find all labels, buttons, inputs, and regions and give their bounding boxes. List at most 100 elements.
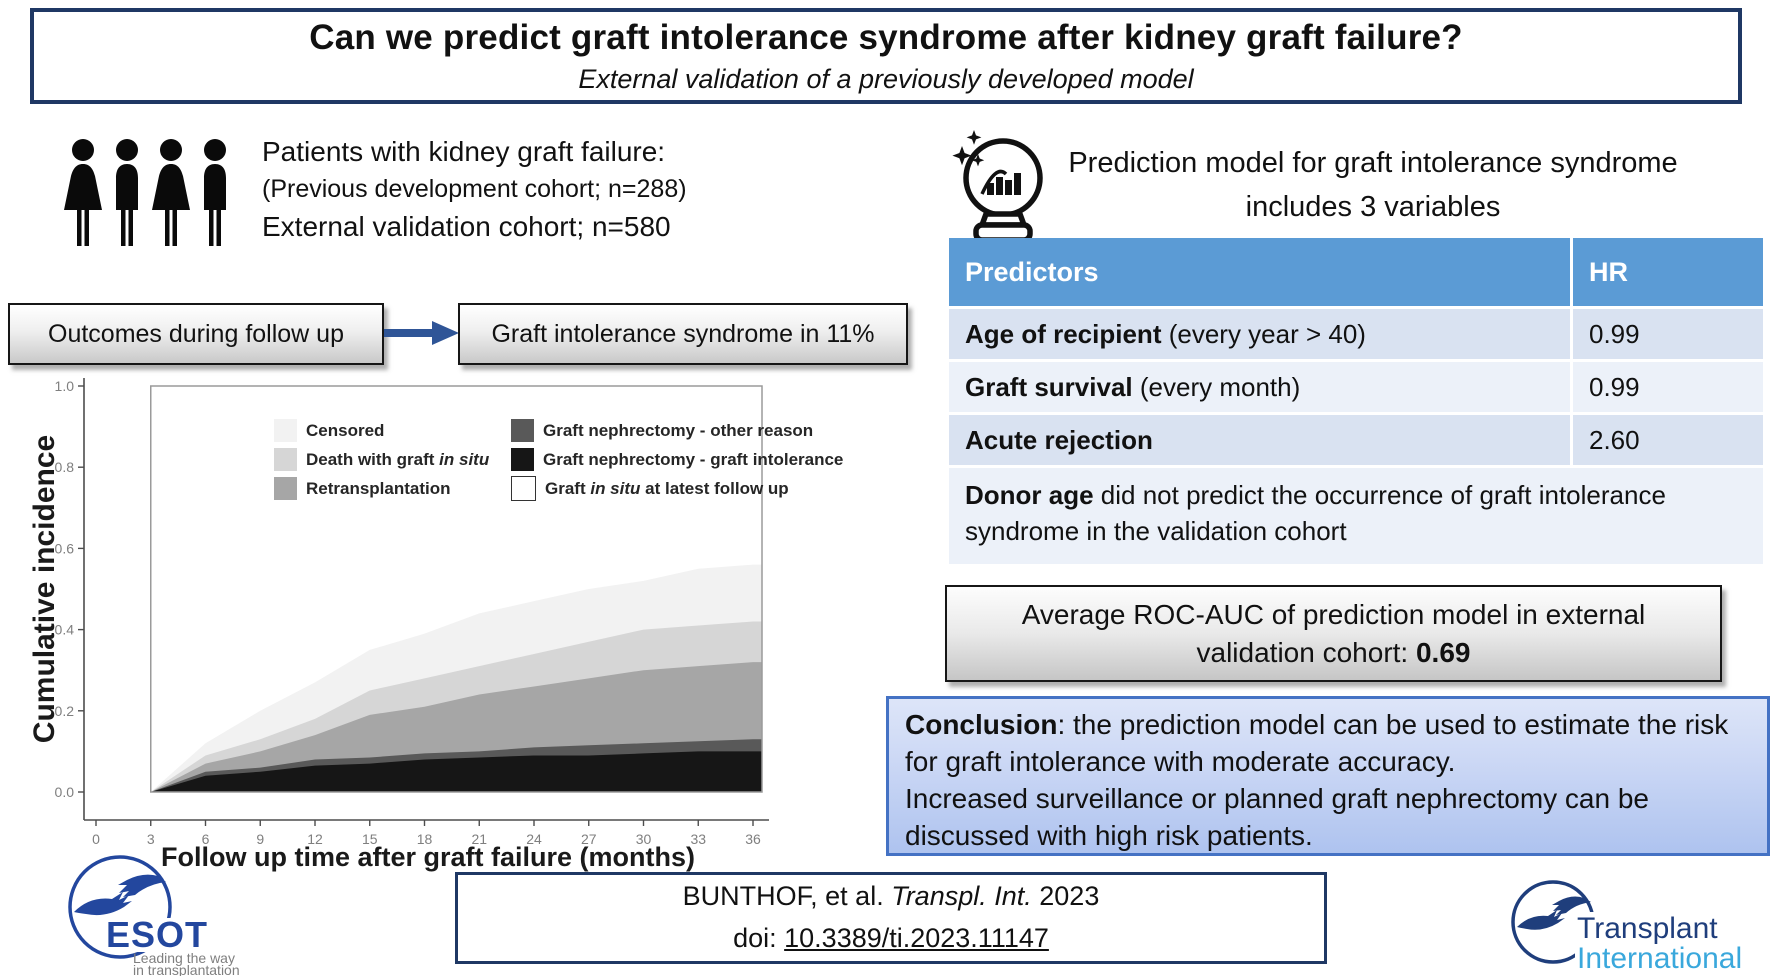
hr-value: 0.99 — [1589, 371, 1640, 402]
predictor-name: Graft survival — [965, 371, 1133, 402]
table-cell-hr: 0.99 — [1573, 309, 1763, 359]
page-subtitle: External validation of a previously deve… — [578, 63, 1194, 94]
roc-auc-value: 0.69 — [1415, 636, 1471, 668]
chart-canvas: Cumulative incidence Follow up time afte… — [28, 378, 769, 872]
citation-line: BUNTHOF, et al. Transpl. Int. 2023 — [683, 876, 1100, 918]
esot-logo: ESOT Leading the way in transplantation — [68, 855, 240, 976]
table-header-hr-label: HR — [1589, 256, 1628, 287]
legend-label: Death with graft in situ — [306, 449, 490, 469]
table-header-hr: HR — [1573, 238, 1763, 306]
flow-box-result-label: Graft intolerance syndrome in 11% — [491, 319, 875, 348]
doi-label: doi: — [733, 923, 785, 953]
flow-box-outcomes: Outcomes during follow up — [8, 303, 384, 365]
page-title: Can we predict graft intolerance syndrom… — [309, 17, 1463, 57]
person-male-icon — [116, 139, 138, 246]
conclusion-box: Conclusion: the prediction model can be … — [886, 696, 1770, 856]
predictor-detail: (every month) — [1132, 371, 1301, 402]
arrow-right-icon — [384, 321, 459, 345]
y-tick-label: 0.2 — [55, 703, 75, 719]
flow-box-outcomes-label: Outcomes during follow up — [48, 319, 344, 348]
conclusion-paragraph-1: Conclusion: the prediction model can be … — [905, 707, 1751, 781]
transplant-international-logo: Transplant International — [1511, 880, 1765, 974]
x-axis-label: Follow up time after graft failure (mont… — [161, 842, 695, 872]
legend-item: Death with graft in situ — [274, 445, 511, 474]
y-axis-label: Cumulative incidence — [28, 435, 61, 743]
legend-item: Retransplantation — [274, 474, 511, 503]
legend-swatch — [511, 476, 536, 501]
x-tick-label: 30 — [636, 831, 652, 847]
legend-item: Censored — [274, 416, 511, 445]
hands-icon — [74, 874, 166, 916]
x-tick-label: 9 — [256, 831, 264, 847]
x-tick-label: 24 — [526, 831, 542, 847]
prediction-heading: Prediction model for graft intolerance s… — [1068, 147, 1678, 223]
legend-label: Graft in situ at latest follow up — [545, 478, 789, 498]
legend-swatch — [511, 448, 534, 471]
x-tick-label: 12 — [307, 831, 323, 847]
table-row: Graft survival (every month) — [949, 362, 1570, 412]
roc-auc-box: Average ROC-AUC of prediction model in e… — [945, 585, 1722, 682]
citation-journal: Transpl. Int. — [891, 881, 1032, 912]
x-tick-label: 18 — [417, 831, 433, 847]
table-note-text: did not predict the occurrence of graft … — [965, 480, 1666, 546]
x-tick-label: 0 — [92, 831, 100, 847]
legend-label: Censored — [306, 420, 385, 440]
cumulative-incidence-chart: Cumulative incidence Follow up time afte… — [28, 372, 843, 872]
x-tick-label: 6 — [202, 831, 210, 847]
people-icon — [64, 139, 226, 246]
x-tick-label: 27 — [581, 831, 597, 847]
title-box: Can we predict graft intolerance syndrom… — [30, 8, 1742, 104]
table-row: Acute rejection — [949, 415, 1570, 465]
predictor-name: Age of recipient — [965, 318, 1162, 349]
table-cell-hr: 2.60 — [1573, 415, 1763, 465]
patients-line-2: (Previous development cohort; n=288) — [262, 174, 687, 203]
y-tick-label: 0.4 — [55, 622, 75, 638]
person-male-icon — [204, 139, 226, 246]
patients-line-3: External validation cohort; n=580 — [262, 211, 671, 243]
legend-item: Graft nephrectomy - other reason — [511, 416, 843, 445]
patients-text: Patients with kidney graft failure: (Pre… — [262, 132, 842, 247]
ti-wordmark-line-1: Transplant — [1577, 912, 1718, 945]
x-tick-label: 21 — [471, 831, 487, 847]
x-tick-label: 36 — [745, 831, 761, 847]
legend-label: Retransplantation — [306, 478, 451, 498]
citation-year: 2023 — [1031, 881, 1100, 912]
x-tick-label: 3 — [147, 831, 155, 847]
y-tick-label: 1.0 — [55, 378, 75, 394]
table-header-predictors: Predictors — [949, 238, 1570, 306]
citation-authors: BUNTHOF, et al. — [682, 881, 892, 912]
legend-swatch — [274, 419, 297, 442]
plot-border — [150, 385, 763, 793]
x-tick-label: 15 — [362, 831, 378, 847]
table-row: Age of recipient (every year > 40) — [949, 309, 1570, 359]
hands-icon — [1517, 896, 1591, 930]
patients-line-1: Patients with kidney graft failure: — [262, 136, 666, 167]
esot-wordmark: ESOT — [106, 914, 208, 955]
predictors-table: Predictors HR Age of recipient (every ye… — [949, 238, 1763, 564]
hr-value: 0.99 — [1589, 318, 1640, 349]
doi-link[interactable]: 10.3389/ti.2023.11147 — [784, 923, 1049, 953]
legend-swatch — [511, 419, 534, 442]
conclusion-paragraph-2: Increased surveillance or planned graft … — [905, 782, 1649, 851]
crystal-ball-icon — [952, 130, 1043, 243]
hr-value: 2.60 — [1589, 424, 1640, 455]
x-tick-label: 33 — [690, 831, 706, 847]
esot-tagline-2: in transplantation — [133, 962, 240, 976]
y-tick-label: 0.6 — [55, 540, 75, 556]
esot-tagline-1: Leading the way — [133, 950, 235, 966]
area-series — [150, 751, 762, 792]
y-tick-label: 0.8 — [55, 459, 75, 475]
flow-box-result: Graft intolerance syndrome in 11% — [458, 303, 908, 365]
legend-label: Graft nephrectomy - graft intolerance — [543, 449, 844, 469]
y-tick-label: 0.0 — [55, 784, 75, 800]
predictor-detail: (every year > 40) — [1161, 318, 1366, 349]
table-note: Donor age did not predict the occurrence… — [949, 468, 1763, 564]
ti-wordmark-line-2: International — [1577, 942, 1742, 974]
chart-legend: Censored Death with graft in situ Retransp… — [274, 416, 843, 503]
legend-swatch — [274, 448, 297, 471]
citation-box: BUNTHOF, et al. Transpl. Int. 2023 doi: … — [455, 872, 1327, 964]
conclusion-text: : the prediction model can be used to es… — [905, 709, 1729, 777]
roc-auc-text: Average ROC-AUC of prediction model in e… — [1021, 598, 1646, 668]
legend-item: Graft in situ at latest follow up — [511, 474, 843, 503]
